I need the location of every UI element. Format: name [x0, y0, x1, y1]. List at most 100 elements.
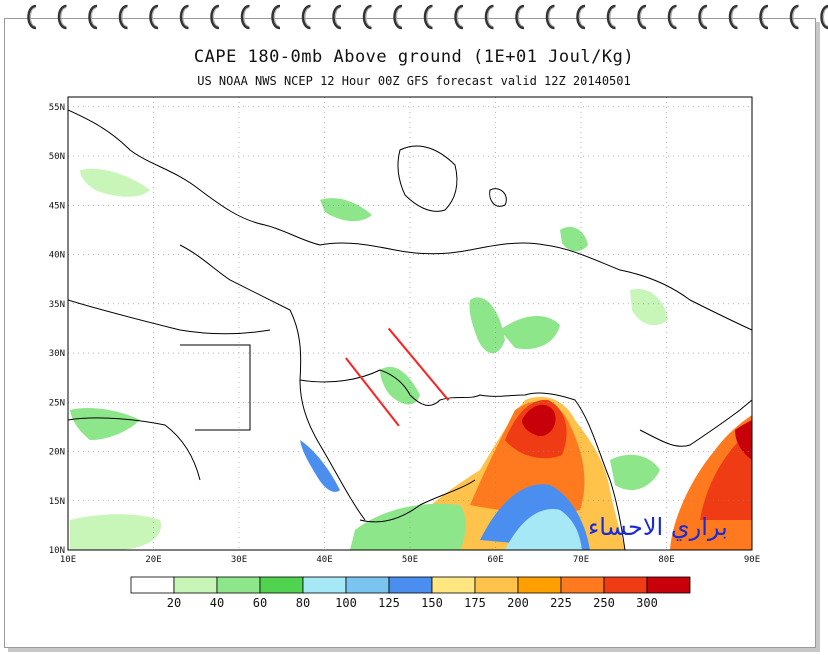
- colorbar-label: 80: [296, 596, 310, 610]
- colorbar-swatch: [259, 576, 304, 594]
- binding-ring-highlight: [518, 7, 524, 27]
- binding-ring: [606, 4, 616, 30]
- colorbar-label: 100: [335, 596, 357, 610]
- lat-label: 10N: [49, 546, 65, 556]
- colorbar-swatch: [431, 576, 476, 594]
- colorbar-swatch: [216, 576, 261, 594]
- lon-label: 90E: [744, 555, 760, 565]
- binding-ring-highlight: [609, 7, 615, 27]
- binding-ring: [210, 4, 220, 30]
- annotation-lines: [345, 327, 450, 427]
- lat-label: 45N: [49, 201, 65, 211]
- colorbar-label: 125: [378, 596, 400, 610]
- binding-ring-highlight: [365, 7, 371, 27]
- lat-label: 50N: [49, 152, 65, 162]
- lon-label: 60E: [487, 555, 503, 565]
- binding-ring-highlight: [579, 7, 585, 27]
- binding-ring: [545, 4, 555, 30]
- colorbar-swatch: [603, 576, 648, 594]
- binding-ring: [332, 4, 342, 30]
- colorbar-swatch: [130, 576, 175, 594]
- binding-ring-highlight: [182, 7, 188, 27]
- binding-ring-highlight: [335, 7, 341, 27]
- lat-label: 25N: [49, 398, 65, 408]
- cape-region-bay-of-bengal-max: [735, 420, 752, 460]
- binding-ring-highlight: [121, 7, 127, 27]
- cape-region-afghanistan: [500, 315, 560, 350]
- lat-label: 20N: [49, 448, 65, 458]
- binding-ring: [576, 4, 586, 30]
- cape-region-gulf-aden: [350, 503, 466, 550]
- binding-ring-highlight: [701, 7, 707, 27]
- binding-ring-highlight: [152, 7, 158, 27]
- binding-ring: [271, 4, 281, 30]
- binding-ring: [240, 4, 250, 30]
- lon-label: 30E: [231, 555, 247, 565]
- colorbar-swatch: [388, 576, 433, 594]
- binding-ring-highlight: [396, 7, 402, 27]
- colorbar-label: 300: [636, 596, 658, 610]
- spiral-binding: [27, 4, 828, 30]
- cape-region-india-green: [610, 454, 660, 490]
- cape-region-africa-south: [70, 514, 161, 550]
- cape-region-africa-west: [70, 408, 140, 440]
- binding-ring: [637, 4, 647, 30]
- binding-ring-highlight: [823, 7, 828, 27]
- binding-ring: [484, 4, 494, 30]
- binding-ring-highlight: [792, 7, 798, 27]
- colorbar-label: 20: [167, 596, 181, 610]
- lat-label: 55N: [49, 103, 65, 113]
- lat-label: 40N: [49, 251, 65, 261]
- map-title: CAPE 180-0mb Above ground (1E+01 Joul/Kg…: [193, 47, 635, 67]
- binding-ring: [301, 4, 311, 30]
- binding-ring: [759, 4, 769, 30]
- binding-ring-highlight: [457, 7, 463, 27]
- lon-label: 10E: [60, 555, 76, 565]
- colorbar-swatch: [302, 576, 347, 594]
- binding-ring: [88, 4, 98, 30]
- colorbar-swatch: [560, 576, 605, 594]
- lon-label: 80E: [658, 555, 674, 565]
- binding-ring: [362, 4, 372, 30]
- binding-ring-highlight: [243, 7, 249, 27]
- colorbar-swatch: [474, 576, 519, 594]
- binding-ring-highlight: [30, 7, 36, 27]
- lat-label: 15N: [49, 497, 65, 507]
- lat-label: 35N: [49, 300, 65, 310]
- binding-ring-highlight: [91, 7, 97, 27]
- colorbar-label: 250: [593, 596, 615, 610]
- binding-ring: [454, 4, 464, 30]
- lon-label: 50E: [402, 555, 418, 565]
- cape-region-iran: [469, 297, 505, 354]
- cape-region-red-sea: [300, 440, 340, 492]
- colorbar-swatch: [345, 576, 390, 594]
- cape-field: [70, 168, 752, 550]
- colorbar-swatch: [646, 576, 691, 594]
- binding-ring-highlight: [731, 7, 737, 27]
- cape-region-arabian-sea-cyan: [505, 509, 582, 550]
- colorbar-label: 175: [464, 596, 486, 610]
- binding-ring: [179, 4, 189, 30]
- lon-label: 40E: [316, 555, 332, 565]
- binding-ring: [149, 4, 159, 30]
- cape-region-arabian-sea-max: [522, 404, 556, 437]
- cape-region-bay-of-bengal-core: [700, 430, 752, 520]
- binding-ring: [728, 4, 738, 30]
- cape-region-europe: [80, 168, 150, 197]
- binding-ring-highlight: [548, 7, 554, 27]
- binding-ring-highlight: [426, 7, 432, 27]
- colorbar-label: 40: [210, 596, 224, 610]
- colorbar-label: 200: [507, 596, 529, 610]
- binding-ring-highlight: [60, 7, 66, 27]
- binding-ring: [515, 4, 525, 30]
- binding-ring-highlight: [274, 7, 280, 27]
- binding-ring: [423, 4, 433, 30]
- binding-ring: [57, 4, 67, 30]
- binding-ring: [789, 4, 799, 30]
- binding-ring: [393, 4, 403, 30]
- lat-label: 30N: [49, 349, 65, 359]
- map-border: [67, 96, 753, 551]
- colorbar-label: 150: [421, 596, 443, 610]
- annotation-line: [345, 357, 400, 427]
